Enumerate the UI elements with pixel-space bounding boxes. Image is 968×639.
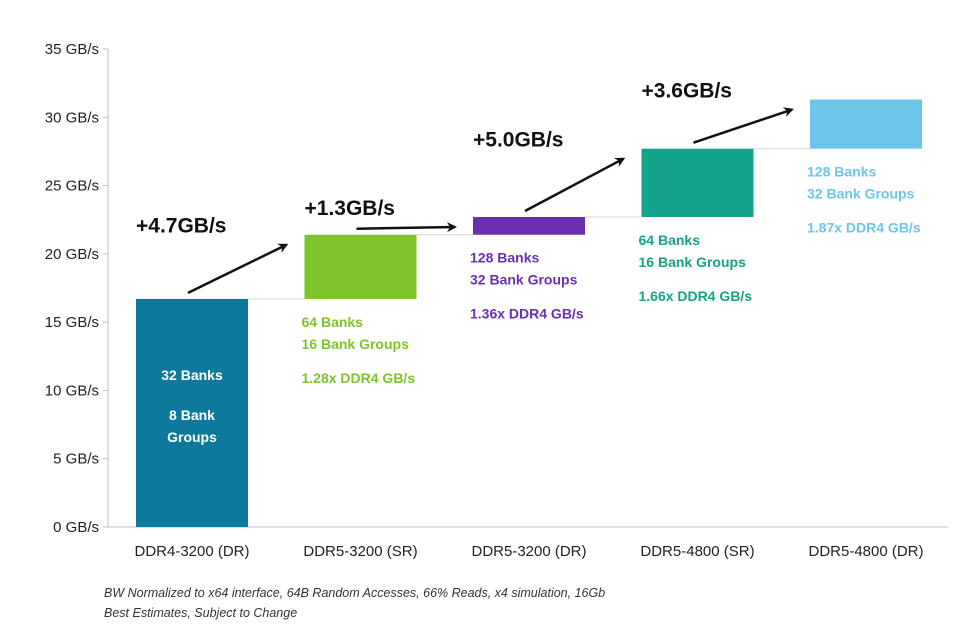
footnote-line-1: BW Normalized to x64 interface, 64B Rand… (104, 586, 606, 600)
x-tick-label: DDR4-3200 (DR) (134, 543, 249, 560)
increment-label: +5.0GB/s (473, 129, 563, 152)
bar (136, 298, 248, 527)
increment-arrow (524, 157, 626, 213)
increment-arrow (693, 107, 794, 144)
bar-annotation-line: 32 Bank Groups (807, 186, 915, 202)
footnote-line-2: Best Estimates, Subject to Change (104, 606, 298, 620)
y-tick-label: 15 GB/s (45, 314, 99, 331)
y-tick-label: 10 GB/s (45, 382, 99, 399)
bar-annotation-line: 128 Banks (807, 164, 876, 180)
arrow-layer (187, 107, 794, 295)
bar-annotation-line: 1.36x DDR4 GB/s (470, 306, 584, 322)
bar (473, 216, 585, 235)
x-tick-label: DDR5-4800 (DR) (808, 543, 923, 560)
bar-annotation-line: 64 Banks (639, 232, 701, 248)
increment-arrow (356, 222, 457, 233)
label-layer: +4.7GB/s +1.3GB/s +5.0GB/s +3.6GB/s 32 Banks… (136, 80, 921, 445)
bandwidth-waterfall-chart: 0 GB/s 5 GB/s 10 GB/s 15 GB/s 20 GB/s 25 GB/s… (45, 41, 948, 560)
bar-annotation-line: 16 Bank Groups (639, 254, 747, 270)
bar (810, 99, 922, 149)
y-tick-label: 0 GB/s (53, 519, 99, 536)
bar-annotation-line: 8 Bank (169, 407, 215, 423)
connector-layer (248, 148, 810, 300)
y-tick-label: 25 GB/s (45, 178, 99, 195)
bar-annotation-line: 128 Banks (470, 250, 539, 266)
increment-label: +4.7GB/s (136, 215, 226, 238)
bar-annotation-line: 1.66x DDR4 GB/s (639, 288, 753, 304)
y-tick-label: 30 GB/s (45, 109, 99, 126)
bar-annotation-line: 32 Banks (161, 367, 223, 383)
bar-annotation-line: 32 Bank Groups (470, 272, 578, 288)
bar-annotation-line: 1.28x DDR4 GB/s (302, 370, 416, 386)
bar-annotation-line: 16 Bank Groups (302, 336, 410, 352)
increment-label: +3.6GB/s (642, 80, 732, 103)
bar (304, 234, 417, 299)
increment-label: +1.3GB/s (305, 197, 395, 220)
x-tick-label: DDR5-4800 (SR) (640, 543, 754, 560)
bar-annotation-line: 64 Banks (302, 314, 364, 330)
bar-layer (136, 99, 922, 527)
y-tick-label: 35 GB/s (45, 41, 99, 58)
increment-arrow (187, 243, 289, 295)
x-tick-label: DDR5-3200 (DR) (471, 543, 586, 560)
bar-annotation-line: Groups (167, 429, 217, 445)
x-tick-label: DDR5-3200 (SR) (303, 543, 417, 560)
y-tick-label: 20 GB/s (45, 246, 99, 263)
bar-annotation-line: 1.87x DDR4 GB/s (807, 220, 921, 236)
y-tick-label: 5 GB/s (53, 451, 99, 468)
axis-layer: 0 GB/s 5 GB/s 10 GB/s 15 GB/s 20 GB/s 25 GB/s… (45, 41, 948, 560)
bar (641, 148, 754, 217)
